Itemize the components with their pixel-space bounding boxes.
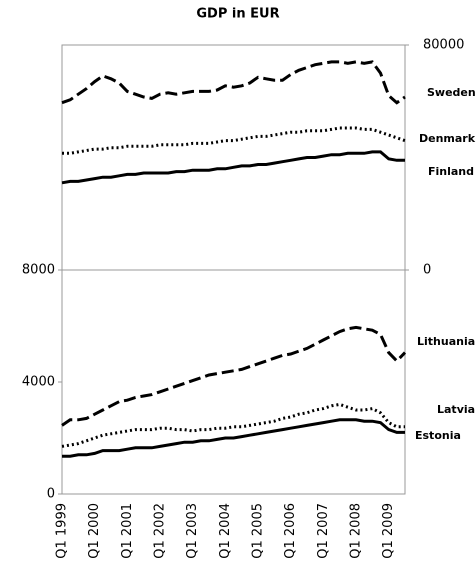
y-tick-label: 8000 [22, 263, 55, 278]
series-line [61, 402, 405, 448]
y-tick-label: 0 [47, 487, 55, 502]
x-tick-label: Q1 2001 [120, 503, 135, 559]
x-tick-label: Q1 1999 [55, 503, 70, 559]
series-label: Estonia [415, 429, 461, 442]
x-tick-label: Q1 2002 [153, 503, 168, 559]
x-tick-label: Q1 2006 [283, 503, 298, 559]
series-label: Latvia [437, 403, 475, 416]
y2-tick-label: 0 [423, 263, 431, 278]
series-label: Finland [428, 165, 474, 178]
x-tick-label: Q1 2009 [381, 503, 396, 559]
x-tick-label: Q1 2007 [316, 503, 331, 559]
series-line [61, 325, 407, 427]
y2-tick-label: 80000 [423, 38, 464, 53]
y-tick-label: 4000 [22, 375, 55, 390]
series-label: Lithuania [417, 335, 475, 348]
series-label: Denmark [419, 132, 476, 145]
x-tick-label: Q1 2008 [349, 503, 364, 559]
x-tick-label: Q1 2000 [87, 503, 102, 559]
series-line [62, 418, 405, 458]
chart-title: GDP in EUR [196, 7, 279, 22]
x-tick-label: Q1 2005 [251, 503, 266, 559]
series-line [61, 60, 406, 105]
series-line [61, 150, 405, 185]
x-tick-label: Q1 2004 [218, 503, 233, 559]
x-tick-label: Q1 2003 [185, 503, 200, 559]
series-line [62, 126, 406, 155]
series-label: Sweden [427, 86, 476, 99]
